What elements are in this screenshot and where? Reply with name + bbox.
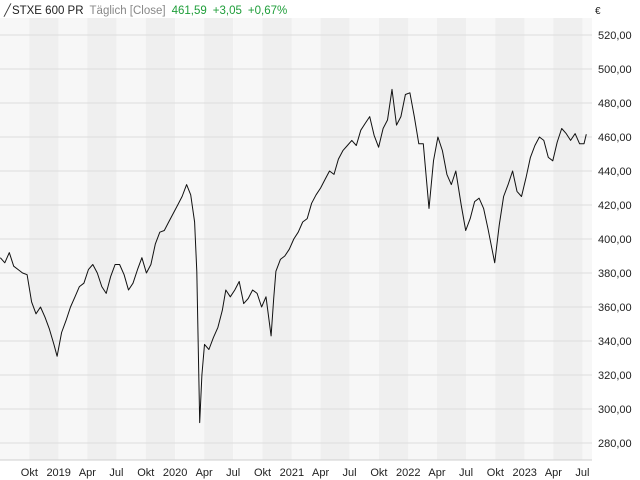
x-tick-label: Jul — [343, 467, 357, 479]
y-tick-label: 520,00 — [598, 30, 632, 42]
chart-legend: ╱STXE 600 PR Täglich [Close] 461,59 +3,05 +0… — [4, 3, 293, 17]
x-tick-label: Apr — [428, 467, 445, 479]
x-tick-label: Jul — [226, 467, 240, 479]
y-tick-label: 320,00 — [598, 370, 632, 382]
y-tick-label: 380,00 — [598, 268, 632, 280]
y-tick-label: 460,00 — [598, 132, 632, 144]
y-tick-label: 360,00 — [598, 302, 632, 314]
x-tick-label: Okt — [21, 467, 38, 479]
y-tick-label: 500,00 — [598, 64, 632, 76]
legend-symbol: STXE 600 PR — [11, 5, 84, 17]
legend-period: Täglich [Close] — [89, 5, 166, 17]
legend-change-pct: +0,67% — [247, 5, 288, 17]
x-tick-label: 2023 — [512, 467, 536, 479]
x-tick-label: Jul — [575, 467, 589, 479]
price-line — [0, 88, 587, 424]
y-tick-label: 300,00 — [598, 404, 632, 416]
line-chart-icon: ╱ — [4, 5, 11, 17]
x-tick-label: Apr — [79, 467, 96, 479]
x-axis-ticks: Okt 2019 Apr Jul Okt 2020 Apr Jul Okt 2021 Apr Jul O… — [21, 467, 590, 479]
x-tick-label: Okt — [370, 467, 387, 479]
currency-label: € — [595, 6, 601, 17]
x-tick-label: 2020 — [163, 467, 187, 479]
y-tick-label: 480,00 — [598, 98, 632, 110]
x-tick-label: Jul — [109, 467, 123, 479]
x-tick-label: Apr — [545, 467, 562, 479]
x-tick-label: Okt — [137, 467, 154, 479]
legend-change-abs: +3,05 — [212, 5, 242, 17]
chart-grid — [0, 34, 592, 444]
y-tick-label: 340,00 — [598, 336, 632, 348]
legend-last-price: 461,59 — [171, 5, 207, 17]
x-tick-label: Apr — [196, 467, 213, 479]
y-tick-label: 280,00 — [598, 438, 632, 450]
x-tick-label: Okt — [487, 467, 504, 479]
x-tick-label: Jul — [459, 467, 473, 479]
x-tick-label: 2021 — [280, 467, 304, 479]
y-tick-label: 420,00 — [598, 200, 632, 212]
x-tick-label: 2019 — [46, 467, 70, 479]
x-tick-label: Okt — [254, 467, 271, 479]
y-tick-label: 400,00 — [598, 234, 632, 246]
y-axis-ticks: 280,00 300,00 320,00 340,00 360,00 380,00 400,… — [598, 30, 632, 450]
x-tick-label: 2022 — [396, 467, 420, 479]
x-tick-label: Apr — [312, 467, 329, 479]
y-tick-label: 440,00 — [598, 166, 632, 178]
